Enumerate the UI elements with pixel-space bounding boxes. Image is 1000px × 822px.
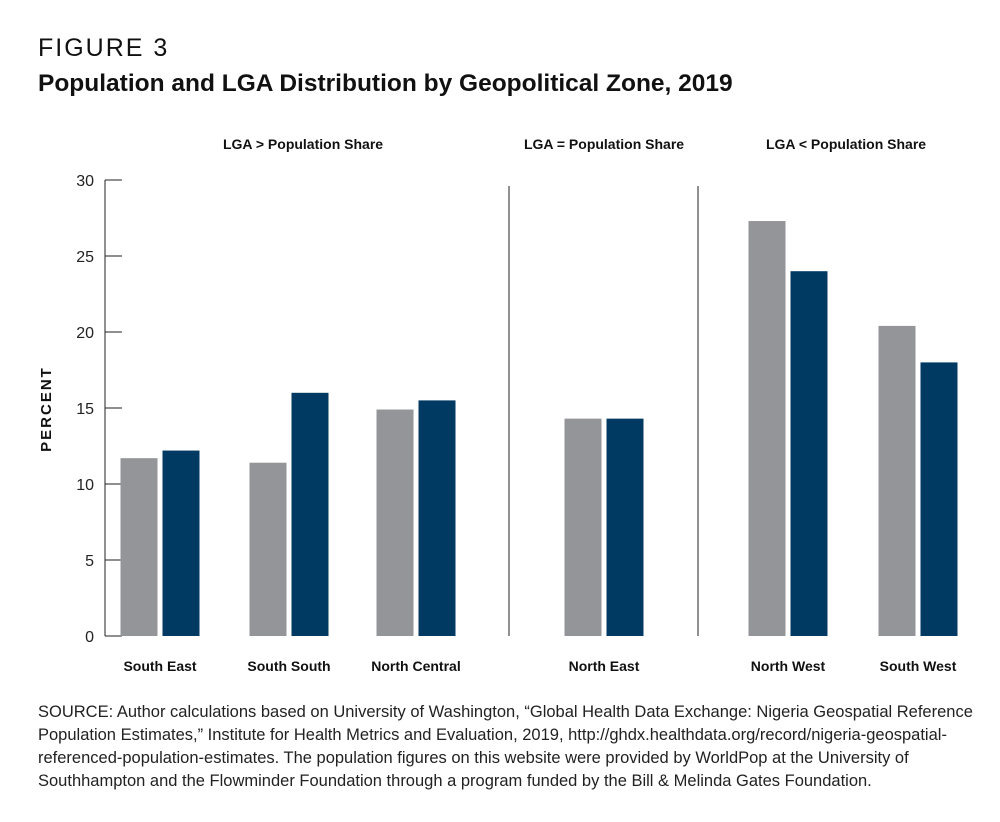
category-label: South South	[247, 658, 330, 674]
source-line: Southhampton and the Flowminder Foundati…	[38, 772, 872, 790]
bar-population	[564, 418, 602, 636]
y-tick-label: 30	[76, 173, 94, 190]
category-label: South West	[880, 658, 957, 674]
source-line: SOURCE: Author calculations based on Uni…	[38, 703, 973, 721]
source-line: referenced-population-estimates. The pop…	[38, 749, 909, 767]
bar-population	[748, 221, 786, 637]
y-tick-label: 5	[85, 553, 94, 570]
bar-lga	[790, 271, 828, 636]
y-tick-label: 25	[76, 249, 94, 266]
source-line: Population Estimates,” Institute for Hea…	[38, 726, 947, 744]
bar-population	[249, 462, 287, 636]
chart-title: Population and LGA Distribution by Geopo…	[38, 70, 733, 97]
bar-lga	[162, 450, 200, 636]
category-label: North Central	[371, 658, 460, 674]
bar-lga	[418, 400, 456, 636]
category-label: North West	[751, 658, 826, 674]
bar-lga	[920, 362, 958, 636]
bar-population	[120, 458, 158, 636]
group-label: LGA < Population Share	[766, 136, 926, 152]
bar-lga	[291, 392, 329, 636]
y-axis-label: PERCENT	[38, 366, 55, 452]
y-tick-label: 20	[76, 325, 94, 342]
source-note: SOURCE: Author calculations based on Uni…	[38, 701, 988, 793]
group-label: LGA = Population Share	[524, 136, 684, 152]
bar-population	[878, 325, 916, 636]
bar-lga	[606, 418, 644, 636]
y-tick-label: 15	[76, 401, 94, 418]
category-label: North East	[569, 658, 640, 674]
group-label: LGA > Population Share	[223, 136, 383, 152]
y-tick-label: 0	[85, 629, 94, 646]
category-label: South East	[123, 658, 196, 674]
figure-label: FIGURE 3	[38, 34, 170, 62]
bar-population	[376, 409, 414, 636]
y-tick-label: 10	[76, 477, 94, 494]
bar-chart: 0 5 10 15 20 25 30 PERCENT LGA > Population Shar…	[38, 136, 958, 674]
